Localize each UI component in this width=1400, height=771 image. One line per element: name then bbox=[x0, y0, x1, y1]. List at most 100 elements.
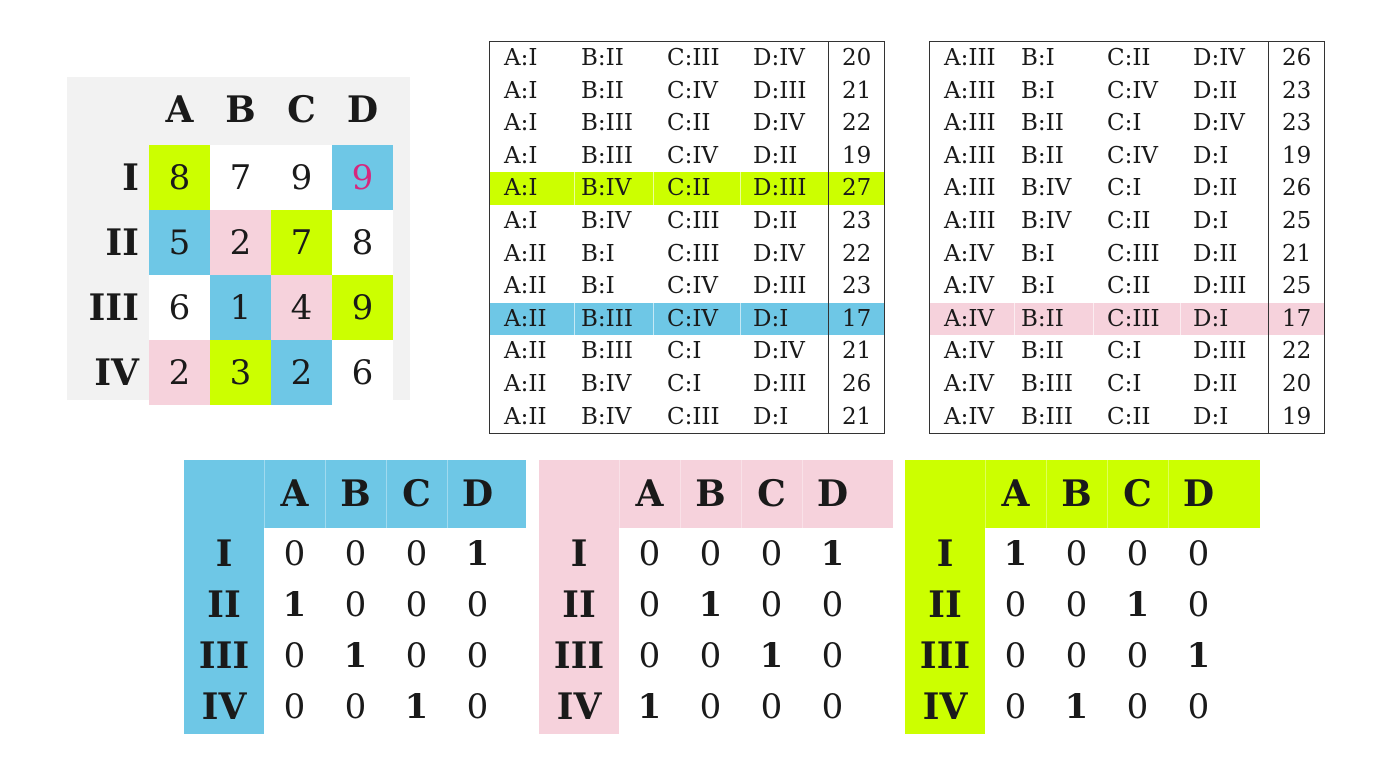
matrix-cell: 0 bbox=[283, 636, 306, 676]
assignment-row: A:I B:III C:IV D:II 19 bbox=[490, 140, 884, 173]
assignment-cell: C:III bbox=[667, 45, 720, 71]
matrix-cell: 0 bbox=[699, 687, 722, 727]
assignment-cell: B:I bbox=[581, 273, 615, 300]
matrix-col-header: D bbox=[816, 473, 849, 515]
matrix-row-header: I bbox=[570, 533, 588, 575]
matrix-cell: 0 bbox=[1187, 687, 1210, 727]
assignment-total: 26 bbox=[1282, 175, 1312, 202]
matrix-cell: 1 bbox=[1003, 534, 1028, 574]
assignment-cell: B:IV bbox=[581, 403, 632, 430]
assignment-cell: D:III bbox=[1193, 338, 1247, 365]
matrix-cell: 1 bbox=[404, 687, 429, 727]
assignment-cell: D:III bbox=[753, 77, 807, 104]
matrix-cell: 0 bbox=[283, 534, 306, 574]
assignment-total: 21 bbox=[1282, 240, 1312, 267]
assignment-cell: B:I bbox=[1021, 273, 1055, 300]
assignment-cell: B:I bbox=[1021, 45, 1055, 71]
matrix-cell: 1 bbox=[282, 585, 307, 625]
assignment-row: A:I B:IV C:II D:III 27 bbox=[490, 172, 884, 205]
matrix-cell: 0 bbox=[344, 585, 367, 625]
assignment-cell: B:IV bbox=[1021, 175, 1072, 202]
assignment-cell: B:II bbox=[1021, 338, 1064, 365]
assignment-cell: B:III bbox=[581, 110, 633, 137]
matrix-cell: 0 bbox=[638, 585, 661, 625]
assignment-cell: C:III bbox=[1107, 305, 1160, 332]
matrix-cell: 0 bbox=[1065, 636, 1088, 676]
assignment-cell: C:I bbox=[1107, 371, 1142, 397]
assignment-cell: C:III bbox=[1107, 240, 1160, 267]
assignment-cell: A:IV bbox=[944, 240, 995, 267]
matrix-header-band bbox=[184, 460, 526, 528]
assignment-cell: A:II bbox=[504, 338, 547, 365]
matrix-cell: 0 bbox=[405, 534, 428, 574]
total-column-divider bbox=[828, 42, 830, 433]
matrix-row-header: IV bbox=[201, 686, 247, 728]
assignment-total: 25 bbox=[1282, 208, 1312, 234]
cost-cell: 2 bbox=[271, 340, 332, 405]
assignment-cell: A:II bbox=[504, 403, 547, 430]
assignment-cell: D:II bbox=[1193, 77, 1238, 104]
cost-col-header: A bbox=[165, 89, 194, 131]
cost-col-header: C bbox=[287, 89, 316, 131]
assignment-cell: B:III bbox=[1021, 371, 1073, 397]
matrix-col-header: A bbox=[635, 473, 664, 515]
cost-cell: 8 bbox=[149, 145, 210, 210]
permutation-matrix-green: A B C D I 1 0 0 0 II 0 0 1 0 III 0 0 0 1 IV 0 1 0 0 bbox=[905, 460, 1260, 734]
matrix-cell: 0 bbox=[638, 636, 661, 676]
matrix-row-header: IV bbox=[556, 686, 602, 728]
cost-cell: 5 bbox=[149, 210, 210, 275]
assignment-row: A:II B:IV C:I D:III 26 bbox=[490, 368, 884, 401]
matrix-cell: 0 bbox=[821, 687, 844, 727]
matrix-cell: 0 bbox=[344, 687, 367, 727]
assignment-total: 23 bbox=[842, 208, 872, 234]
assignment-total: 22 bbox=[842, 240, 872, 267]
assignment-cell: D:I bbox=[1193, 142, 1229, 169]
cost-row-header: II bbox=[105, 221, 139, 264]
assignment-total: 20 bbox=[1282, 371, 1312, 397]
assignment-total: 21 bbox=[842, 77, 872, 104]
assignment-cell: A:IV bbox=[944, 273, 995, 300]
assignment-total: 22 bbox=[1282, 338, 1312, 365]
assignment-cell: D:IV bbox=[753, 240, 805, 267]
assignment-row: A:II B:I C:III D:IV 22 bbox=[490, 238, 884, 271]
matrix-cell: 1 bbox=[1064, 687, 1089, 727]
assignment-cell: B:I bbox=[581, 240, 615, 267]
assignment-cell: B:III bbox=[581, 338, 633, 365]
assignment-total: 19 bbox=[842, 142, 872, 169]
assignment-cell: B:III bbox=[1021, 403, 1073, 430]
assignment-cell: C:IV bbox=[1107, 77, 1159, 104]
matrix-row-header: III bbox=[553, 635, 605, 677]
assignment-cell: A:II bbox=[504, 305, 547, 332]
matrix-header-band bbox=[905, 460, 1260, 528]
matrix-cell: 0 bbox=[821, 585, 844, 625]
assignment-row: A:I B:II C:IV D:III 21 bbox=[490, 75, 884, 108]
assignment-table-left: A:I B:II C:III D:IV 20 A:I B:II C:IV D:III 21 A:I B… bbox=[489, 41, 885, 434]
matrix-cell: 0 bbox=[1004, 585, 1027, 625]
assignment-cell: D:IV bbox=[753, 338, 805, 365]
cost-cell: 8 bbox=[332, 210, 393, 275]
assignment-cell: C:III bbox=[667, 240, 720, 267]
assignment-cell: D:II bbox=[753, 208, 798, 234]
matrix-cell: 0 bbox=[1126, 636, 1149, 676]
assignment-cell: A:III bbox=[944, 175, 996, 202]
assignment-row: A:I B:II C:III D:IV 20 bbox=[490, 42, 884, 75]
assignment-cell: C:IV bbox=[667, 273, 719, 300]
assignment-cell: B:II bbox=[581, 77, 624, 104]
assignment-row: A:III B:II C:IV D:I 19 bbox=[930, 140, 1324, 173]
assignment-cell: A:II bbox=[504, 371, 547, 397]
assignment-cell: D:I bbox=[1193, 305, 1229, 332]
assignment-cell: B:II bbox=[1021, 142, 1064, 169]
assignment-cell: D:I bbox=[1193, 403, 1229, 430]
assignment-cell: C:I bbox=[1107, 175, 1142, 202]
assignment-row: A:I B:IV C:III D:II 23 bbox=[490, 205, 884, 238]
assignment-row: A:II B:I C:IV D:III 23 bbox=[490, 270, 884, 303]
assignment-cell: C:IV bbox=[667, 77, 719, 104]
assignment-row: A:III B:IV C:II D:I 25 bbox=[930, 205, 1324, 238]
assignment-cell: A:III bbox=[944, 208, 996, 234]
cost-matrix: A B C D I 8 7 9 9 II 5 2 7 8 III 6 1 4 9 IV 2 3 2 6 bbox=[67, 77, 410, 405]
assignment-cell: C:IV bbox=[667, 305, 719, 332]
cost-row-header: I bbox=[122, 156, 139, 199]
assignment-cell: A:I bbox=[504, 208, 538, 234]
assignment-cell: B:IV bbox=[581, 175, 632, 202]
assignment-row: A:III B:I C:IV D:II 23 bbox=[930, 75, 1324, 108]
